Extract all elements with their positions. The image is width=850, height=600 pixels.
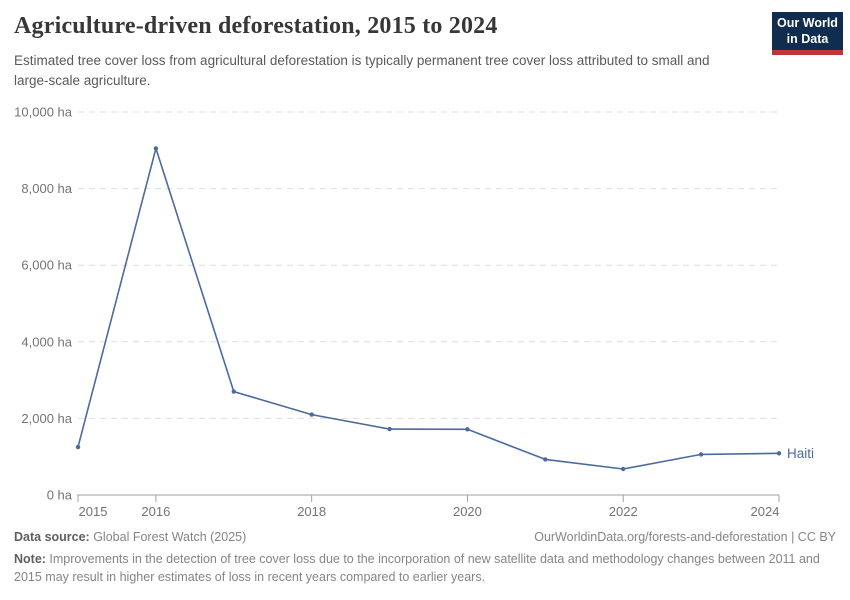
data-point[interactable]: [231, 389, 236, 394]
owid-logo-line2: in Data: [786, 32, 829, 46]
data-point[interactable]: [75, 444, 81, 450]
data-point[interactable]: [387, 426, 392, 432]
data-point[interactable]: [465, 427, 470, 432]
data-point[interactable]: [309, 412, 314, 417]
x-axis-tick-label: 2020: [453, 504, 482, 519]
x-axis-tick-label: 2016: [141, 504, 170, 519]
owid-logo[interactable]: Our World in Data: [772, 12, 843, 55]
license-label: | CC BY: [787, 530, 836, 544]
series-line-haiti[interactable]: [77, 147, 780, 470]
note-text: Improvements in the detection of tree co…: [14, 552, 820, 584]
owid-logo-line1: Our World: [777, 16, 838, 30]
y-axis-tick-label: 0 ha: [47, 488, 73, 503]
y-axis-tick-label: 8,000 ha: [21, 181, 72, 196]
data-point[interactable]: [621, 466, 626, 472]
chart-subtitle: Estimated tree cover loss from agricultu…: [14, 53, 710, 88]
x-axis-tick-label: 2022: [609, 504, 638, 519]
footer-link-block: OurWorldinData.org/forests-and-deforesta…: [534, 530, 836, 544]
x-axis-tick-label: 2024: [751, 504, 780, 519]
data-point[interactable]: [543, 457, 548, 462]
page-title: Agriculture-driven deforestation, 2015 t…: [14, 13, 498, 39]
footer-note: Note: Improvements in the detection of t…: [14, 551, 838, 587]
data-source-label: Data source:: [14, 530, 90, 544]
footer-source-row: Data source: Global Forest Watch (2025) …: [14, 530, 836, 544]
data-source-value: Global Forest Watch (2025): [89, 530, 247, 544]
note-label: Note:: [14, 552, 46, 566]
data-point[interactable]: [698, 452, 704, 457]
data-source: Data source: Global Forest Watch (2025): [14, 530, 246, 544]
y-axis-tick-label: 4,000 ha: [21, 334, 72, 349]
y-axis-tick-label: 10,000 ha: [14, 105, 73, 120]
owid-url-link[interactable]: OurWorldinData.org/forests-and-deforesta…: [534, 530, 788, 544]
x-axis-tick-label: 2015: [79, 504, 108, 519]
y-axis-tick-label: 2,000 ha: [21, 411, 72, 426]
y-axis-tick-label: 6,000 ha: [21, 258, 72, 273]
x-axis-tick-label: 2018: [297, 504, 326, 519]
entity-label[interactable]: Haiti: [787, 446, 814, 461]
data-point[interactable]: [776, 451, 782, 456]
data-point[interactable]: [153, 146, 159, 151]
